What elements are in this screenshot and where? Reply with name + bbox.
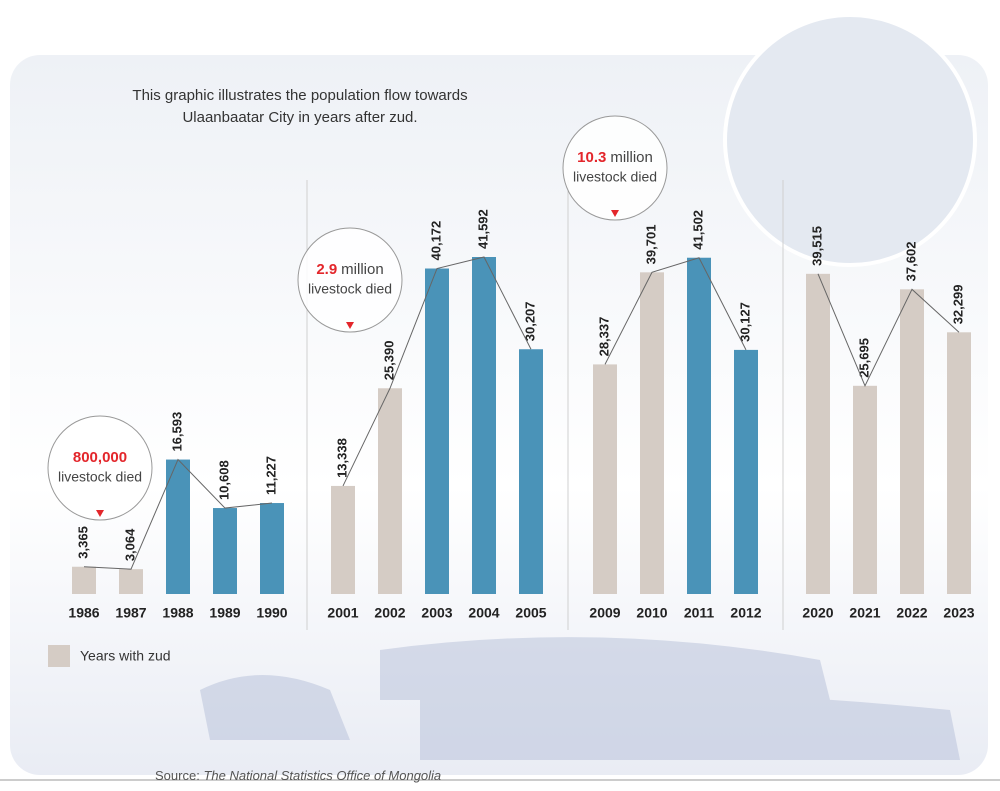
value-label: 30,127 xyxy=(737,302,752,342)
annotation-headline: 10.3 million xyxy=(577,149,653,166)
annotation-bubble xyxy=(297,227,403,333)
annotation-highlight: 800,000 xyxy=(73,449,127,466)
value-label: 13,338 xyxy=(334,438,349,478)
bar xyxy=(947,332,971,594)
value-label: 30,207 xyxy=(522,301,537,341)
annotation-pointer xyxy=(611,210,619,217)
bar xyxy=(260,503,284,594)
x-tick-label: 2010 xyxy=(636,605,667,621)
x-tick-label: 1988 xyxy=(162,605,193,621)
value-label: 11,227 xyxy=(263,456,278,495)
value-label: 41,502 xyxy=(690,210,705,250)
x-tick-label: 2003 xyxy=(421,605,452,621)
value-label: 40,172 xyxy=(428,221,443,261)
bar xyxy=(853,385,877,594)
connector-line xyxy=(342,256,532,487)
photo-circle xyxy=(723,13,977,267)
x-tick-label: 1989 xyxy=(209,605,240,621)
value-label: 39,515 xyxy=(809,226,824,266)
annotation-highlight: 10.3 xyxy=(577,149,606,166)
x-tick-label: 2002 xyxy=(374,605,405,621)
connector-line xyxy=(817,273,960,388)
bar xyxy=(472,257,496,594)
bar xyxy=(331,485,355,594)
x-tick-label: 1987 xyxy=(115,605,146,621)
annotation-highlight: 2.9 xyxy=(316,261,337,278)
value-label: 39,701 xyxy=(643,225,658,265)
bar xyxy=(640,272,664,594)
bar xyxy=(425,268,449,594)
bar xyxy=(806,273,830,594)
annotation-pointer xyxy=(96,510,104,517)
bar xyxy=(593,364,617,594)
value-label: 37,602 xyxy=(903,242,918,282)
value-label: 41,592 xyxy=(475,209,490,249)
annotation-pointer xyxy=(346,322,354,329)
x-tick-label: 2022 xyxy=(896,605,927,621)
x-tick-label: 2009 xyxy=(589,605,620,621)
x-tick-label: 2011 xyxy=(684,605,715,621)
annotation-unit: million xyxy=(610,149,653,166)
legend-label: Years with zud xyxy=(80,648,171,664)
x-tick-label: 2005 xyxy=(515,605,546,621)
x-tick-label: 2001 xyxy=(327,605,358,621)
bar xyxy=(166,459,190,594)
background-panel xyxy=(10,55,988,775)
value-label: 25,695 xyxy=(856,338,871,378)
x-tick-label: 2004 xyxy=(468,605,499,621)
horses-decoration xyxy=(200,637,960,760)
x-tick-label: 2012 xyxy=(730,605,761,621)
annotation-bubble xyxy=(562,115,668,221)
x-tick-label: 2023 xyxy=(943,605,974,621)
x-tick-label: 1990 xyxy=(256,605,287,621)
title-box: This graphic illustrates the population … xyxy=(132,87,468,126)
value-label: 3,365 xyxy=(75,526,90,559)
connector-line xyxy=(83,458,273,570)
x-tick-label: 1986 xyxy=(68,605,99,621)
x-tick-label: 2021 xyxy=(849,605,880,621)
value-label: 32,299 xyxy=(950,285,965,325)
bar xyxy=(687,257,711,594)
chart-title: This graphic illustrates the population … xyxy=(132,87,468,126)
bar xyxy=(734,349,758,594)
value-label: 25,390 xyxy=(381,341,396,381)
annotation-bubble xyxy=(47,415,153,521)
x-tick-label: 2020 xyxy=(802,605,833,621)
bar xyxy=(119,569,143,594)
bar xyxy=(213,508,237,594)
annotation-unit: million xyxy=(341,261,384,278)
bar xyxy=(378,388,402,594)
source: Source: The National Statistics Office o… xyxy=(155,768,441,783)
legend-swatch xyxy=(48,645,70,667)
value-label: 16,593 xyxy=(169,412,184,452)
connector-line xyxy=(604,257,747,365)
bar xyxy=(900,289,924,594)
bar xyxy=(72,566,96,594)
annotation-text: livestock died xyxy=(308,281,392,297)
bar xyxy=(519,349,543,594)
value-label: 10,608 xyxy=(216,460,231,500)
annotation-headline: 800,000 xyxy=(73,449,127,466)
annotation-headline: 2.9 million xyxy=(316,261,383,278)
value-label: 3,064 xyxy=(122,528,137,561)
annotation-text: livestock died xyxy=(58,469,142,485)
value-label: 28,337 xyxy=(596,317,611,357)
annotation-text: livestock died xyxy=(573,169,657,185)
